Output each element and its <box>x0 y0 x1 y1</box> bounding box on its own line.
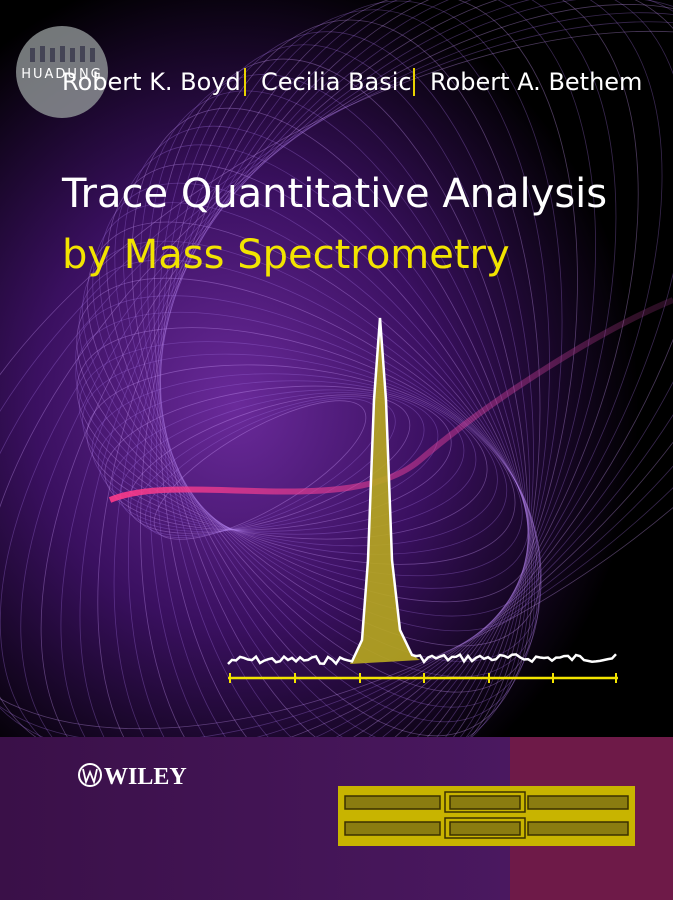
author: Robert K. Boyd <box>62 68 241 96</box>
swirl-line <box>75 295 529 589</box>
series-bars <box>344 795 629 836</box>
swirl-line <box>76 327 516 565</box>
swirl-line <box>104 385 452 531</box>
title-line-2: by Mass Spectrometry <box>62 232 510 278</box>
watermark-bars <box>30 46 95 62</box>
swirl-line <box>0 30 673 730</box>
swirl-line <box>82 240 540 632</box>
author: Cecilia Basic <box>261 68 412 96</box>
publisher-logo <box>78 763 102 787</box>
swirl-line <box>153 400 367 540</box>
pink-streak <box>108 297 673 503</box>
watermark-text: HUADUNG <box>21 67 103 82</box>
title-line-1: Trace Quantitative Analysis <box>61 171 607 217</box>
swirl-line <box>111 389 439 531</box>
publisher: WILEY <box>104 764 187 790</box>
swirl-line <box>136 396 396 536</box>
swirl-line <box>78 259 538 617</box>
axis-ticks <box>229 673 617 683</box>
swirl-line <box>98 182 542 678</box>
swirl-line <box>86 221 542 647</box>
swirl-line <box>82 353 498 547</box>
swirl-line <box>78 341 508 555</box>
series-box <box>338 786 635 846</box>
swirl-line <box>75 311 523 577</box>
background <box>0 0 673 737</box>
swirl-line <box>114 144 538 708</box>
series-frames <box>444 791 526 839</box>
swirl-line <box>119 392 425 532</box>
swirl-line <box>127 394 411 534</box>
swirl-line <box>92 202 542 662</box>
swirl-line <box>86 364 488 540</box>
chromatogram-trace <box>227 317 617 666</box>
swirl-line <box>91 373 477 535</box>
swirl-line <box>97 380 465 532</box>
swirl-line <box>76 277 534 603</box>
swirl-line <box>122 125 536 723</box>
author: Robert A. Bethem <box>430 68 642 96</box>
